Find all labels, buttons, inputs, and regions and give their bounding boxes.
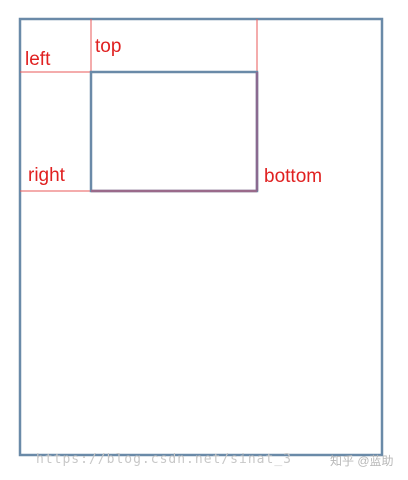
label-left: left [25,49,51,70]
inner-box [89,70,259,193]
label-right: right [28,165,65,186]
watermark-brand: 知乎 @蓝助 [330,454,394,468]
outer-box [18,17,384,457]
watermark-url: https://blog.csdn.net/sinat_3 [36,452,292,467]
label-bottom: bottom [264,166,323,187]
label-top: top [95,36,122,57]
